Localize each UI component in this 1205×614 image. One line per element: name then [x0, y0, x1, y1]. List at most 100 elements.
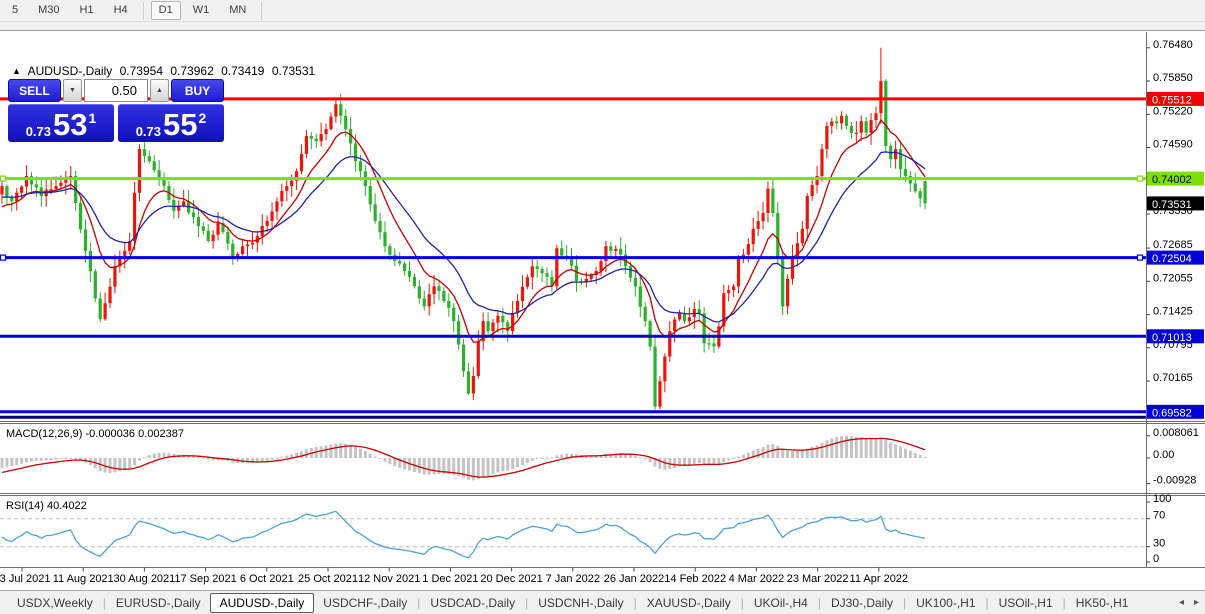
current-price-badge — [1147, 196, 1204, 211]
chart-tab-uk100-h1[interactable]: UK100-,H1 — [916, 595, 976, 610]
date-tick-label: 14 Feb 2022 — [664, 573, 726, 585]
sell-price-prefix: 0.73 — [25, 124, 52, 139]
toolbar-separator — [261, 1, 263, 20]
level-price-badge — [1147, 171, 1204, 186]
tab-separator: | — [817, 595, 821, 610]
chart-canvas[interactable]: 0.764800.758500.752200.745900.733300.726… — [0, 31, 1205, 590]
chart-title: ▲ AUDUSD-,Daily 0.73954 0.73962 0.73419 … — [12, 64, 319, 78]
volume-increase-button[interactable]: ▲ — [150, 79, 169, 102]
tab-separator: | — [525, 595, 529, 610]
chart-tab-eurusd-daily[interactable]: EURUSD-,Daily — [115, 595, 201, 610]
rsi-indicator-label: RSI(14) 40.4022 — [6, 500, 87, 512]
buy-price-sup: 2 — [198, 110, 207, 126]
timeframe-button-5[interactable]: 5 — [12, 4, 19, 16]
tabs-scroll-left-icon[interactable]: ◂ — [1178, 597, 1184, 608]
chart-tab-hk50-h1[interactable]: HK50-,H1 — [1075, 595, 1129, 610]
macd-axis-tick: 0.008061 — [1153, 427, 1199, 439]
chart-tab-dj30-daily[interactable]: DJ30-,Daily — [830, 595, 893, 610]
ohlc-close: 0.73531 — [271, 64, 316, 78]
tab-separator: | — [417, 595, 421, 610]
rsi-axis-tick: 30 — [1153, 538, 1165, 550]
level-price-badge — [1147, 329, 1204, 344]
ohlc-open: 0.73954 — [119, 64, 164, 78]
moving-averages-layer — [1, 118, 926, 343]
level-price-badge — [1147, 250, 1204, 265]
chevron-down-icon: ▼ — [69, 87, 76, 94]
chart-tabs-bar: USDX,Weekly | EURUSD-,Daily AUDUSD-,Daily US… — [0, 590, 1205, 614]
line-handle[interactable] — [0, 175, 7, 182]
tabs-scroll-right-icon[interactable]: ▸ — [1193, 597, 1199, 608]
level-price-badge — [1147, 91, 1204, 106]
volume-input[interactable] — [84, 79, 148, 102]
svg-text:0.71013: 0.71013 — [1152, 332, 1192, 344]
timeframe-button-d1[interactable]: D1 — [150, 1, 181, 20]
tab-separator: | — [903, 595, 907, 610]
rsi-levels — [0, 518, 1146, 548]
tab-scroll-arrows: ◂ ▸ — [1179, 597, 1199, 608]
chart-tab-audusd-daily[interactable]: AUDUSD-,Daily — [209, 592, 315, 613]
chart-tab-xauusd-daily[interactable]: XAUUSD-,Daily — [646, 595, 731, 610]
price-tick: 0.76480 — [1153, 39, 1193, 51]
chart-tab-usdchf-daily[interactable]: USDCHF-,Daily — [323, 595, 408, 610]
timeframe-button-m30[interactable]: M30 — [38, 4, 60, 16]
macd-indicator-label: MACD(12,26,9) -0.000036 0.002387 — [6, 428, 184, 440]
timeframe-toolbar: 5 M30 H1 H4 D1 W1 MN — [0, 0, 1205, 22]
price-tick: 0.74590 — [1153, 139, 1193, 151]
panel-toggle-icon[interactable]: ▲ — [12, 66, 21, 76]
chart-tab-usdcad-daily[interactable]: USDCAD-,Daily — [430, 595, 516, 610]
buy-price-big: 55 — [163, 107, 198, 142]
ohlc-low: 0.73419 — [221, 64, 265, 78]
toolbar-separator — [142, 1, 144, 20]
price-tick: 0.75850 — [1153, 72, 1193, 84]
date-tick-label: 11 Aug 2021 — [53, 573, 114, 585]
date-tick-label: 17 Sep 2021 — [174, 573, 236, 585]
svg-text:0.75512: 0.75512 — [1152, 94, 1192, 106]
chart-tab-usdx-weekly[interactable]: USDX,Weekly — [17, 595, 93, 610]
line-handle[interactable] — [0, 254, 7, 261]
tab-separator: | — [1062, 595, 1066, 610]
timeframe-button-w1[interactable]: W1 — [192, 4, 210, 16]
chart-tab-usdcnh-daily[interactable]: USDCNH-,Daily — [538, 595, 624, 610]
date-tick-label: 23 Mar 2022 — [787, 573, 849, 585]
line-handle[interactable] — [1136, 254, 1144, 261]
timeframe-button-h4[interactable]: H4 — [113, 4, 128, 16]
sell-price-display[interactable]: 0.73 53 1 — [8, 104, 114, 142]
panel-borders — [0, 32, 1205, 568]
date-tick-label: 20 Dec 2021 — [480, 573, 542, 585]
volume-decrease-button[interactable]: ▼ — [63, 79, 82, 102]
svg-text:0.69582: 0.69582 — [1152, 407, 1192, 419]
buy-price-display[interactable]: 0.73 55 2 — [118, 104, 224, 142]
price-tick: 0.71425 — [1153, 306, 1193, 318]
sell-button[interactable]: SELL — [8, 79, 61, 102]
line-handle[interactable] — [1136, 175, 1144, 182]
date-tick-label: 11 Apr 2022 — [850, 573, 909, 585]
timeframe-button-h1[interactable]: H1 — [79, 4, 94, 16]
macd-signal-line — [1, 437, 926, 478]
date-tick-label: 7 Jan 2022 — [546, 573, 600, 585]
svg-text:0.73531: 0.73531 — [1152, 199, 1192, 211]
buy-button[interactable]: BUY — [171, 79, 224, 102]
price-tick: 0.72685 — [1153, 239, 1193, 251]
timeframe-button-mn[interactable]: MN — [229, 4, 247, 16]
price-tick: 0.70165 — [1153, 372, 1193, 384]
date-tick-label: 4 Mar 2022 — [729, 573, 785, 585]
sell-price-big: 53 — [53, 107, 88, 142]
date-tick-label: 12 Nov 2021 — [358, 573, 420, 585]
macd-axis-tick: 0.00 — [1153, 449, 1174, 461]
price-tick: 0.72055 — [1153, 272, 1193, 284]
level-price-badge — [1147, 404, 1204, 419]
tab-separator: | — [102, 595, 106, 610]
date-tick-label: 26 Jan 2022 — [604, 573, 665, 585]
rsi-axis-tick: 0 — [1153, 553, 1159, 565]
chart-subwindow: ▲ AUDUSD-,Daily 0.73954 0.73962 0.73419 … — [0, 30, 1205, 589]
symbol-name: AUDUSD-,Daily — [27, 64, 113, 78]
chart-tab-usoil-h1[interactable]: USOil-,H1 — [998, 595, 1053, 610]
rsi-axis-tick: 100 — [1153, 493, 1171, 505]
macd-axis-tick: -0.00928 — [1153, 475, 1196, 487]
date-tick-label: 6 Oct 2021 — [240, 573, 294, 585]
tab-separator: | — [633, 595, 637, 610]
price-axis: 0.764800.758500.752200.745900.733300.726… — [1146, 39, 1204, 565]
rsi-value: 40.4022 — [46, 500, 87, 512]
chart-tab-ukoil-h4[interactable]: UKOil-,H4 — [753, 595, 808, 610]
